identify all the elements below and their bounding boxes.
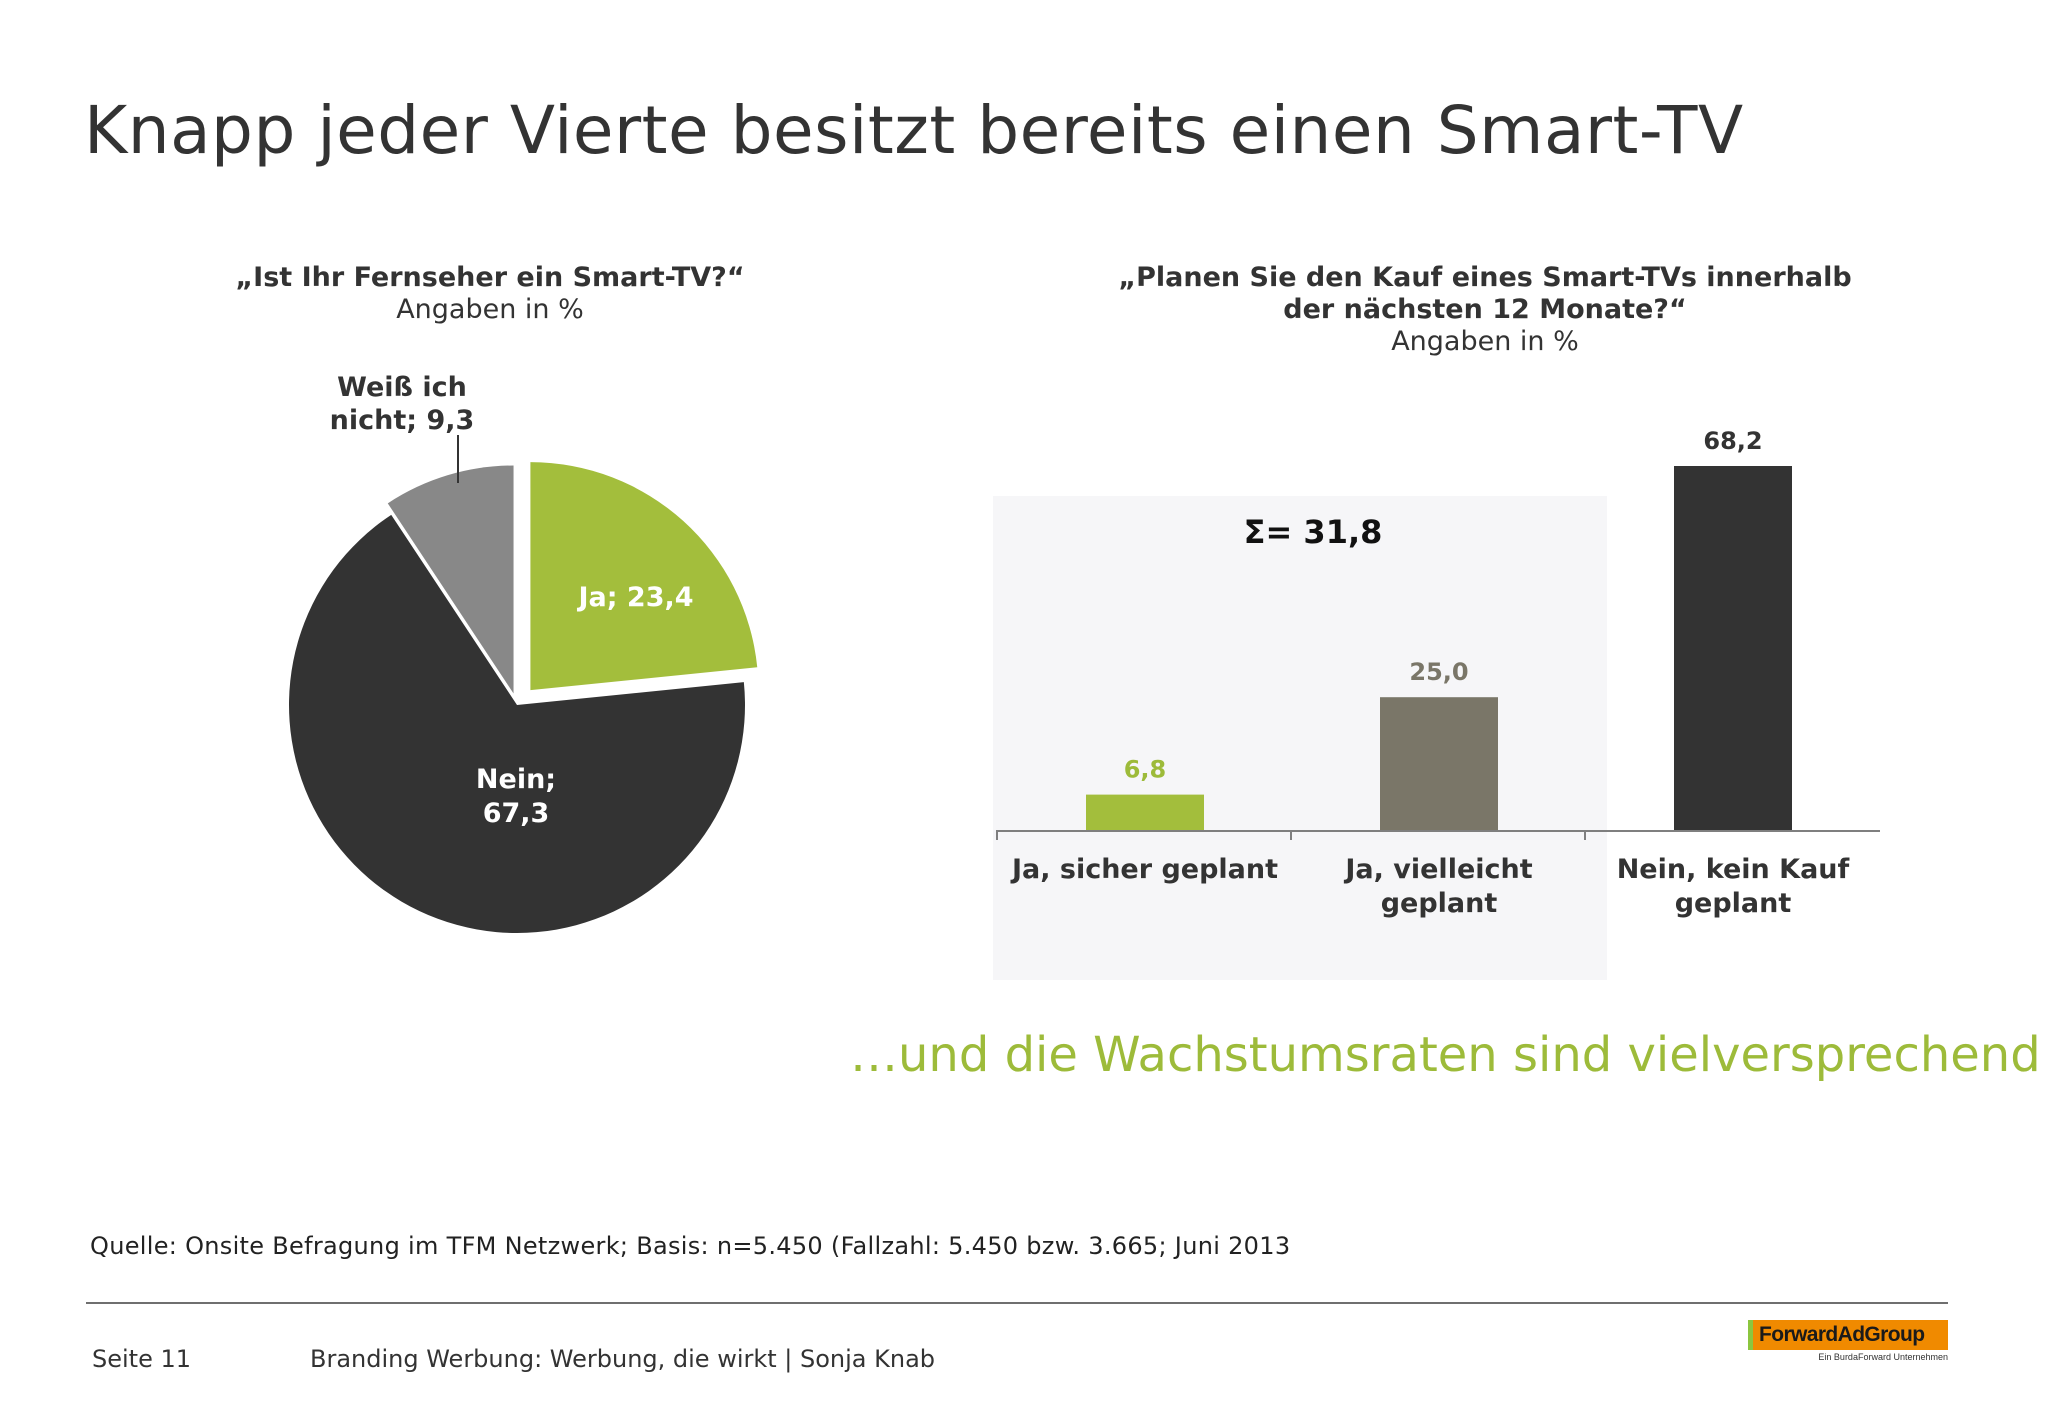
footer-text: Branding Werbung: Werbung, die wirkt | S… [310,1345,936,1373]
page-number: Seite 11 [92,1345,192,1373]
logo-tagline: Ein BurdaForward Unternehmen [1818,1352,1948,1362]
bar-chart-subtitle: Angaben in % [1391,326,1579,357]
bar-value-label-3: 68,2 [1703,427,1762,455]
bar-chart-title-line-1: „Planen Sie den Kauf eines Smart-TVs inn… [1118,262,1852,293]
pie-slice-ja [530,462,758,691]
bar-category-label-3-line-1: Nein, kein Kauf [1617,854,1850,885]
bar-chart-heading: „Planen Sie den Kauf eines Smart-TVs inn… [1080,262,1890,358]
sum-annotation: Σ= 31,8 [1244,513,1383,551]
bar-category-label-1-line-1: Ja, sicher geplant [1010,854,1278,885]
bar-3 [1674,466,1792,831]
source-note: Quelle: Onsite Befragung im TFM Netzwerk… [90,1232,1291,1260]
bar-chart-title-line-2: der nächsten 12 Monate?“ [1283,294,1687,325]
pie-label-weiss-line-1: Weiß ich [337,372,467,403]
highlight-panel [993,496,1607,980]
bar-category-label-2-line-2: geplant [1381,888,1498,919]
pie-label-nein-line-2: 67,3 [483,798,550,829]
pie-label-nein-line-1: Nein; [476,764,556,795]
bar-chart: Σ= 31,8 6,8 Ja, sicher geplant 25,0 Ja, viel… [993,427,1880,980]
slide-title: Knapp jeder Vierte besitzt bereits einen… [84,92,1744,169]
pie-slice-nein [289,514,745,934]
forwardadgroup-logo: ForwardAdGroup Ein BurdaForward Unterneh… [1748,1320,1948,1362]
pie-label-weiss-line-2: nicht; 9,3 [330,405,475,436]
bar-2 [1380,697,1498,831]
pie-chart-subtitle: Angaben in % [396,294,584,325]
pie-slice-wei-ich-nicht [387,465,514,694]
bar-value-label-2: 25,0 [1409,658,1468,686]
logo-wordmark: ForwardAdGroup [1748,1320,1948,1350]
bar-1 [1086,794,1204,831]
bar-category-label-2-line-1: Ja, vielleicht [1343,854,1532,885]
footer-divider [86,1302,1948,1304]
pie-chart-title: „Ist Ihr Fernseher ein Smart-TV?“ [235,262,745,293]
pie-label-ja: Ja; 23,4 [576,582,693,613]
pie-chart-heading: „Ist Ihr Fernseher ein Smart-TV?“ Angabe… [190,262,790,326]
bar-value-label-1: 6,8 [1124,756,1167,784]
bar-category-label-3-line-2: geplant [1675,888,1792,919]
slide-subtitle: …und die Wachstumsraten sind vielverspre… [850,1027,2041,1083]
